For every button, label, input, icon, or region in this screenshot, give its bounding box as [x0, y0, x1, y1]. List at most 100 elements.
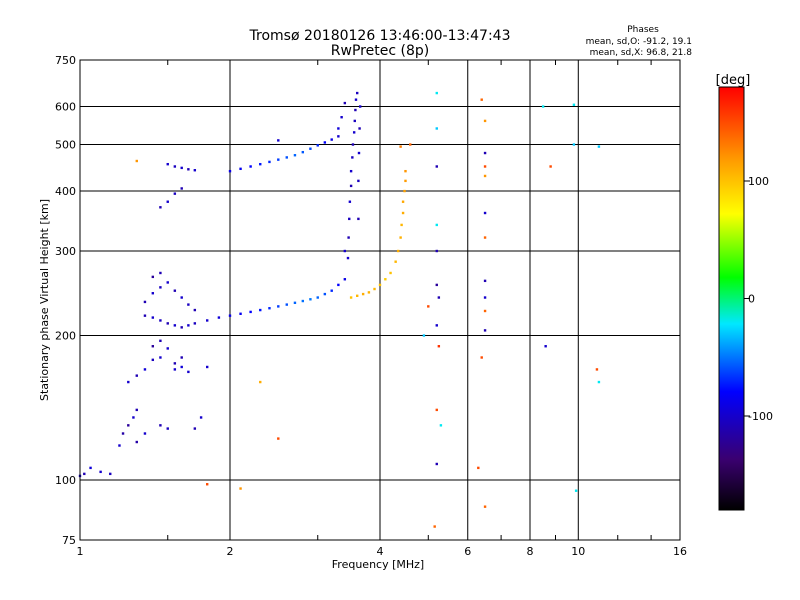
echo-point: [173, 324, 177, 327]
echo-point: [228, 169, 232, 173]
echo-point: [480, 98, 483, 101]
echo-point: [173, 192, 177, 195]
x-tick-label: 1: [77, 545, 84, 558]
echo-point: [357, 179, 360, 183]
echo-point: [483, 279, 487, 283]
echo-point: [357, 151, 361, 155]
echo-point: [401, 200, 405, 203]
echo-point: [301, 299, 305, 303]
echo-point: [249, 310, 252, 314]
echo-point: [316, 296, 319, 299]
echo-point: [143, 368, 147, 371]
echo-point: [316, 144, 319, 147]
echo-point: [437, 345, 441, 348]
echo-point: [118, 444, 121, 447]
grid-lines: [80, 60, 680, 540]
echo-point: [135, 374, 138, 377]
echo-point: [173, 362, 177, 365]
echo-point: [373, 287, 376, 291]
echo-point: [187, 168, 190, 171]
echo-point: [358, 127, 361, 130]
echo-point: [277, 158, 280, 161]
y-tick-label: 500: [55, 139, 76, 152]
echo-point: [483, 165, 487, 168]
echo-point: [259, 162, 262, 166]
echo-point: [348, 217, 351, 221]
echo-point: [343, 101, 347, 105]
echo-point: [121, 432, 125, 435]
echo-point: [351, 143, 355, 146]
echo-point: [166, 322, 169, 325]
colorbar-label: [deg]: [716, 73, 751, 88]
echo-point: [435, 91, 438, 95]
echo-point: [433, 525, 436, 528]
echo-point: [337, 127, 340, 130]
y-axis-ticks: 75 100 200 300 400 500 600 750: [55, 54, 76, 547]
echo-point: [132, 416, 135, 419]
echo-point: [483, 236, 487, 239]
echo-point: [239, 312, 242, 315]
data-points: [78, 91, 601, 528]
echo-point: [483, 505, 487, 508]
echo-point: [358, 105, 362, 108]
y-tick-label: 300: [55, 245, 76, 258]
echo-point: [285, 303, 288, 306]
y-tick-label: 75: [62, 534, 76, 547]
plot-frame: [79, 59, 681, 541]
echo-point: [259, 380, 262, 384]
echo-point: [166, 200, 169, 203]
echo-point: [205, 483, 209, 486]
x-tick-label: 4: [377, 545, 384, 558]
echo-point: [180, 356, 183, 359]
chart-title: Tromsø 20180126 13:46:00-13:47:43: [249, 28, 511, 44]
echo-point: [166, 281, 169, 284]
echo-point: [323, 292, 327, 296]
x-tick-label: 16: [673, 545, 687, 558]
echo-point: [435, 283, 438, 287]
echo-point: [259, 308, 262, 312]
echo-point: [574, 489, 578, 492]
echo-point: [367, 291, 371, 294]
echo-point: [427, 305, 430, 308]
echo-point: [180, 166, 183, 170]
echo-point: [151, 358, 155, 362]
echo-point: [399, 236, 402, 239]
echo-point: [159, 339, 162, 343]
echo-point: [404, 169, 407, 173]
echo-point: [159, 286, 162, 289]
echo-point: [293, 154, 297, 157]
echo-point: [597, 380, 601, 384]
echo-point: [180, 296, 183, 299]
echo-point: [83, 472, 86, 476]
echo-point: [437, 296, 441, 299]
echo-point: [330, 289, 333, 292]
colorbar-ticks: 100 0 -100: [744, 175, 773, 423]
echo-point: [205, 365, 209, 369]
echo-point: [159, 206, 162, 209]
echo-point: [355, 294, 359, 297]
echo-point: [435, 249, 438, 253]
echo-point: [572, 103, 576, 106]
echo-point: [193, 427, 197, 430]
chart-subtitle: RwPretec (8p): [331, 43, 429, 59]
echo-point: [135, 440, 138, 444]
x-tick-label: 8: [527, 545, 534, 558]
echo-point: [159, 424, 162, 427]
echo-point: [268, 160, 271, 164]
echo-point: [483, 151, 487, 155]
echo-point: [399, 145, 402, 148]
colorbar: [718, 86, 745, 511]
echo-point: [330, 138, 333, 141]
echo-point: [151, 316, 155, 319]
echo-point: [239, 167, 242, 171]
x-tick-label: 2: [227, 545, 234, 558]
echo-point: [217, 316, 221, 319]
stats-title: Phases: [627, 25, 659, 35]
echo-point: [404, 179, 407, 183]
echo-point: [340, 116, 343, 119]
echo-point: [483, 119, 487, 123]
echo-point: [249, 165, 252, 168]
echo-point: [435, 127, 438, 130]
echo-point: [357, 217, 360, 221]
echo-point: [483, 296, 487, 299]
